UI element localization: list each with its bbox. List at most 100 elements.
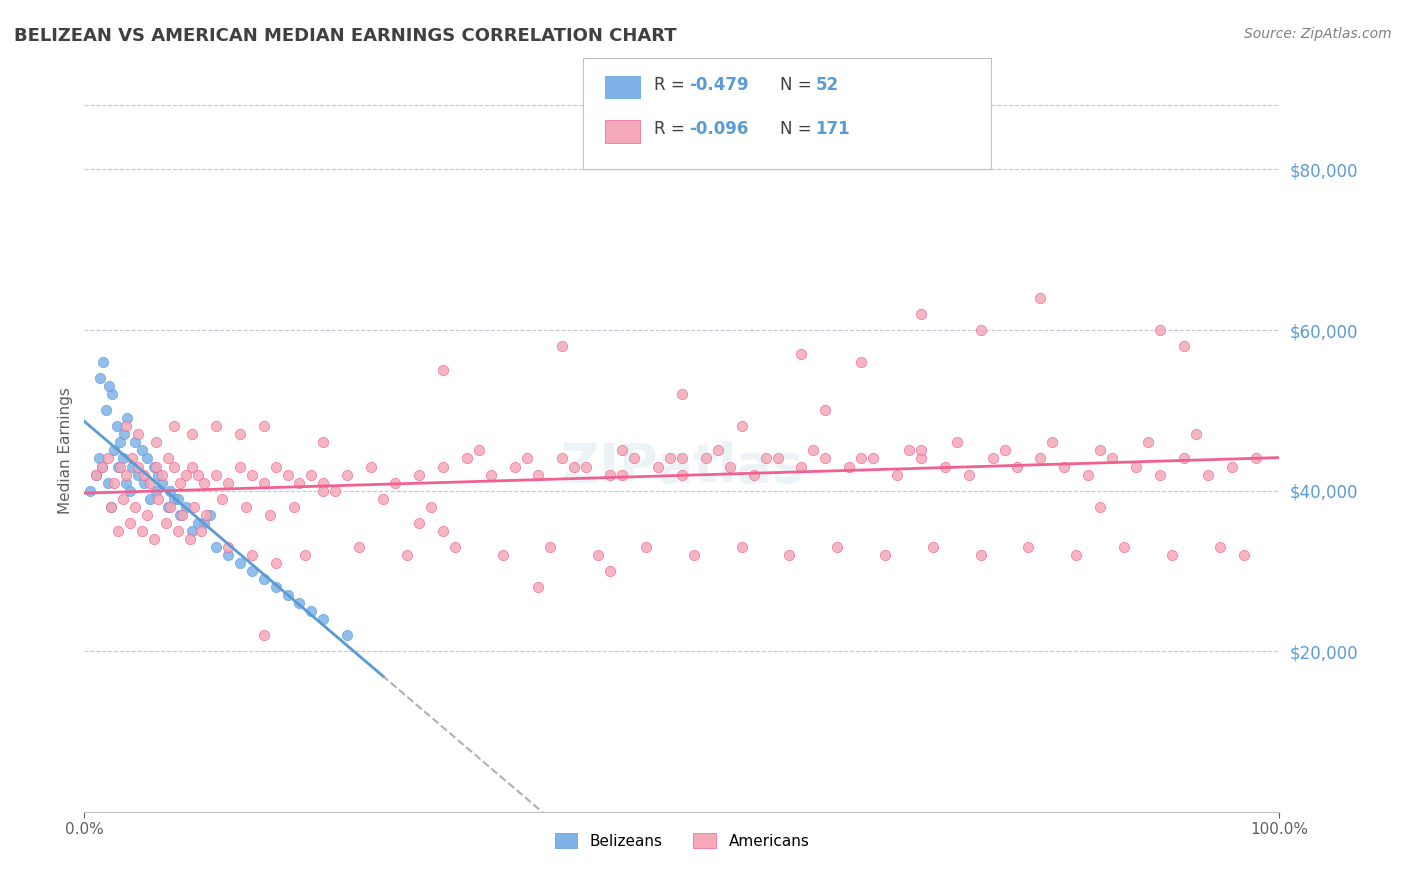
Point (103, 443, 125, 458)
Point (671, 451, 693, 466)
Point (1053, 459, 1076, 474)
Point (731, 419, 754, 434)
Point (492, 548, 515, 562)
Point (97, 451, 120, 466)
Point (755, 451, 778, 466)
Point (875, 548, 897, 562)
Point (910, 307, 932, 321)
Point (253, 572, 276, 586)
Point (132, 475, 156, 490)
Point (803, 443, 825, 458)
Point (101, 387, 124, 401)
Point (851, 451, 873, 466)
Point (683, 548, 706, 562)
Point (862, 451, 884, 466)
Point (814, 403, 837, 417)
Point (86, 467, 108, 482)
Point (1233, 548, 1256, 562)
Point (336, 628, 359, 642)
Point (838, 459, 860, 474)
Point (121, 459, 143, 474)
Text: -0.479: -0.479 (689, 76, 748, 94)
Point (169, 508, 191, 522)
Text: 171: 171 (815, 120, 851, 138)
Point (636, 540, 658, 554)
Point (432, 363, 454, 377)
Point (1101, 451, 1123, 466)
Point (1114, 540, 1136, 554)
Point (946, 435, 969, 450)
Point (264, 459, 287, 474)
Point (124, 435, 146, 450)
Point (145, 435, 167, 450)
Point (235, 500, 257, 514)
Point (994, 443, 1017, 458)
Point (253, 419, 276, 434)
Point (181, 427, 204, 442)
Point (623, 451, 645, 466)
Point (731, 540, 754, 554)
Text: R =: R = (654, 120, 690, 138)
Point (312, 475, 335, 490)
Point (205, 467, 228, 482)
Point (527, 580, 550, 594)
Point (229, 556, 252, 570)
Point (970, 548, 993, 562)
Point (503, 459, 526, 474)
Point (551, 339, 574, 353)
Point (360, 459, 382, 474)
Point (981, 451, 1004, 466)
Point (217, 548, 239, 562)
Point (190, 524, 212, 538)
Point (105, 419, 128, 434)
Point (420, 500, 443, 514)
Point (163, 491, 186, 506)
Point (195, 508, 218, 522)
Point (217, 540, 239, 554)
Point (159, 483, 181, 498)
Point (240, 548, 263, 562)
Point (599, 564, 621, 578)
Text: N =: N = (780, 120, 817, 138)
Point (898, 443, 921, 458)
Point (277, 467, 299, 482)
Point (540, 540, 562, 554)
Point (86, 467, 108, 482)
Point (163, 419, 186, 434)
Point (718, 459, 741, 474)
Point (671, 387, 693, 401)
Point (118, 516, 141, 530)
Point (294, 548, 316, 562)
Point (166, 524, 188, 538)
Point (599, 467, 621, 482)
Point (922, 540, 945, 554)
Point (336, 467, 359, 482)
Point (110, 459, 132, 474)
Point (312, 612, 335, 626)
Point (373, 491, 395, 506)
Point (94, 403, 117, 417)
Point (211, 491, 233, 506)
Point (150, 467, 173, 482)
Point (766, 451, 789, 466)
Point (187, 516, 209, 530)
Point (264, 580, 287, 594)
Point (169, 475, 191, 490)
Point (707, 443, 730, 458)
Point (288, 596, 311, 610)
Point (575, 459, 598, 474)
Point (432, 459, 454, 474)
Point (695, 451, 717, 466)
Point (103, 475, 125, 490)
Point (111, 451, 134, 466)
Point (1066, 548, 1088, 562)
Point (886, 467, 908, 482)
Point (183, 500, 205, 514)
Point (742, 467, 765, 482)
Point (253, 475, 276, 490)
Point (181, 524, 204, 538)
Point (408, 516, 430, 530)
Point (1029, 451, 1052, 466)
Point (117, 411, 139, 425)
Text: ZIP​atlas: ZIP​atlas (561, 441, 803, 492)
